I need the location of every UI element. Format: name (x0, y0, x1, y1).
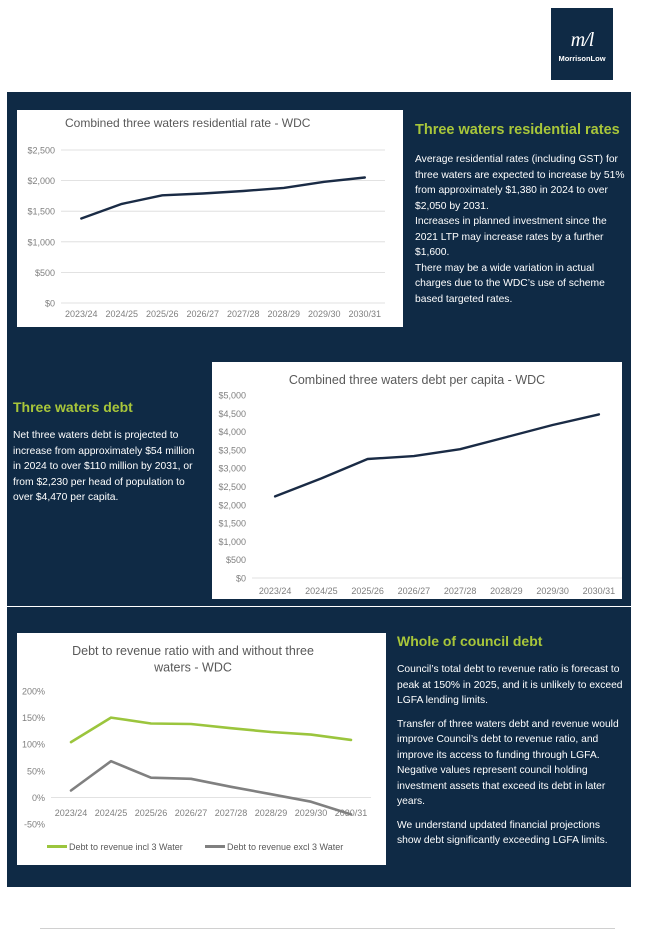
x-tick-label: 2024/25 (305, 586, 338, 596)
y-tick-label: 200% (22, 687, 45, 697)
logo-wordmark: MorrisonLow (558, 54, 606, 63)
y-tick-label: $1,000 (27, 237, 55, 247)
section-title-residential-rates: Three waters residential rates (415, 122, 620, 138)
y-tick-label: 50% (27, 766, 45, 776)
x-tick-label: 2027/28 (227, 309, 260, 319)
y-tick-label: $4,500 (218, 409, 246, 419)
debt-to-revenue-chart-svg: Debt to revenue ratio with and without t… (22, 644, 371, 852)
three-waters-debt-text: Net three waters debt is projected to in… (13, 428, 205, 506)
series-line (69, 716, 353, 744)
section-title-whole-council-debt: Whole of council debt (397, 633, 543, 649)
x-tick-label: 2030/31 (583, 586, 616, 596)
chart-debt-per-capita: Combined three waters debt per capita - … (212, 362, 622, 599)
x-tick-label: 2025/26 (351, 586, 384, 596)
x-tick-label: 2026/27 (398, 586, 431, 596)
x-tick-label: 2028/29 (255, 808, 288, 818)
y-tick-label: $3,500 (218, 445, 246, 455)
whole-council-debt-paragraph: We understand updated financial projecti… (397, 819, 608, 847)
x-tick-label: 2029/30 (295, 808, 328, 818)
y-tick-label: $0 (236, 574, 246, 584)
residential-rate-chart-svg: Combined three waters residential rate -… (27, 116, 385, 319)
y-tick-label: $2,000 (218, 500, 246, 510)
y-tick-label: $500 (226, 555, 246, 565)
x-tick-label: 2030/31 (335, 808, 368, 818)
footer-rule (40, 928, 615, 929)
chart-title: Combined three waters debt per capita - … (289, 373, 545, 387)
x-tick-label: 2030/31 (348, 309, 381, 319)
section-title-three-waters-debt: Three waters debt (13, 399, 133, 415)
y-tick-label: $1,500 (27, 207, 55, 217)
x-tick-label: 2023/24 (55, 808, 88, 818)
x-tick-label: 2029/30 (536, 586, 569, 596)
series-line (273, 413, 601, 498)
legend-label: Debt to revenue incl 3 Water (69, 842, 183, 852)
y-tick-label: $500 (35, 268, 55, 278)
y-tick-label: $2,500 (27, 146, 55, 156)
morrisonlow-logo: m/l MorrisonLow (551, 8, 613, 80)
y-tick-label: 150% (22, 713, 45, 723)
x-tick-label: 2026/27 (175, 808, 208, 818)
y-tick-label: $4,000 (218, 427, 246, 437)
y-tick-label: $3,000 (218, 464, 246, 474)
x-tick-label: 2023/24 (259, 586, 292, 596)
y-tick-label: -50% (24, 820, 45, 830)
residential-rates-text: Average residential rates (including GST… (415, 152, 627, 307)
residential-rates-paragraph: There may be a wide variation in actual … (415, 262, 605, 305)
three-waters-debt-paragraph: Net three waters debt is projected to in… (13, 430, 195, 503)
x-tick-label: 2025/26 (146, 309, 179, 319)
chart-title-line: waters - WDC (153, 661, 232, 675)
debt-per-capita-chart-svg: Combined three waters debt per capita - … (218, 373, 622, 596)
x-tick-label: 2027/28 (215, 808, 248, 818)
chart-title-line: Debt to revenue ratio with and without t… (72, 644, 314, 658)
x-tick-label: 2028/29 (490, 586, 523, 596)
whole-council-debt-paragraph: Council’s total debt to revenue ratio is… (397, 664, 623, 706)
x-tick-label: 2027/28 (444, 586, 477, 596)
x-tick-label: 2024/25 (105, 309, 138, 319)
y-tick-label: 0% (32, 793, 45, 803)
x-tick-label: 2024/25 (95, 808, 128, 818)
whole-council-debt-paragraph: Transfer of three waters debt and revenu… (397, 718, 619, 808)
whole-council-debt-text: Council’s total debt to revenue ratio is… (397, 662, 625, 849)
logo-mark: m/l (570, 29, 595, 51)
chart-title: Combined three waters residential rate -… (65, 116, 311, 130)
series-line (80, 176, 366, 220)
chart-residential-rate: Combined three waters residential rate -… (17, 110, 403, 327)
y-tick-label: $1,000 (218, 537, 246, 547)
y-tick-label: $2,500 (218, 482, 246, 492)
x-tick-label: 2028/29 (267, 309, 300, 319)
x-tick-label: 2029/30 (308, 309, 341, 319)
chart-debt-to-revenue: Debt to revenue ratio with and without t… (17, 633, 386, 865)
y-tick-label: $0 (45, 299, 55, 309)
residential-rates-paragraph: Average residential rates (including GST… (415, 154, 625, 212)
legend-label: Debt to revenue excl 3 Water (227, 842, 343, 852)
residential-rates-paragraph: Increases in planned investment since th… (415, 216, 607, 258)
x-tick-label: 2023/24 (65, 309, 98, 319)
y-tick-label: 100% (22, 740, 45, 750)
y-tick-label: $5,000 (218, 391, 246, 401)
y-tick-label: $1,500 (218, 519, 246, 529)
x-tick-label: 2026/27 (186, 309, 219, 319)
y-tick-label: $2,000 (27, 176, 55, 186)
series-line (69, 759, 353, 816)
x-tick-label: 2025/26 (135, 808, 168, 818)
